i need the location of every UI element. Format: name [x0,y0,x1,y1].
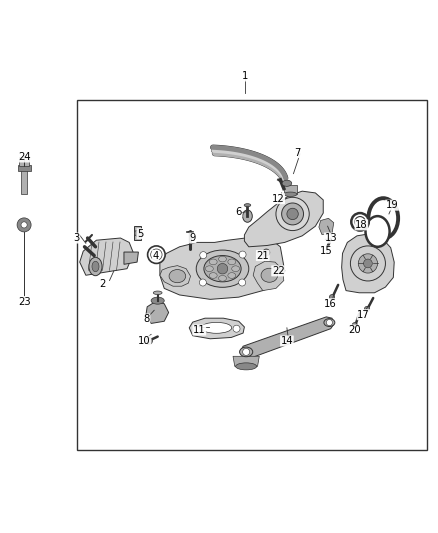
Ellipse shape [205,266,213,271]
Ellipse shape [209,273,217,278]
Text: 22: 22 [272,266,285,276]
Ellipse shape [236,363,257,370]
Text: 3: 3 [74,233,80,243]
Circle shape [199,279,206,286]
Ellipse shape [219,276,226,281]
Text: 10: 10 [138,336,151,346]
Circle shape [243,349,250,356]
Circle shape [148,246,165,263]
Bar [284,184,297,194]
Circle shape [358,254,378,273]
Ellipse shape [201,322,232,333]
Circle shape [364,259,372,268]
Circle shape [217,263,228,274]
Polygon shape [189,318,244,339]
Circle shape [277,266,283,272]
Circle shape [233,325,240,332]
Ellipse shape [204,255,241,282]
Circle shape [200,252,207,259]
Text: 4: 4 [152,251,159,261]
Bar [134,226,141,240]
Text: 24: 24 [18,152,30,162]
Ellipse shape [228,259,236,265]
Ellipse shape [243,210,252,222]
Circle shape [21,222,27,228]
Text: 11: 11 [193,325,206,335]
Bar [21,170,27,194]
Text: 15: 15 [320,246,333,256]
Bar [19,157,29,166]
Text: 17: 17 [357,310,370,320]
Polygon shape [241,317,334,358]
Circle shape [287,208,298,220]
Polygon shape [342,233,394,293]
Ellipse shape [153,291,162,295]
Polygon shape [160,265,191,286]
Polygon shape [319,219,334,235]
Text: 5: 5 [137,229,143,239]
Ellipse shape [89,257,102,276]
Ellipse shape [261,268,278,282]
Polygon shape [244,191,323,247]
Ellipse shape [228,273,236,278]
Circle shape [276,197,309,231]
Text: 20: 20 [349,325,361,335]
Ellipse shape [368,198,398,238]
Text: 8: 8 [144,314,150,324]
Ellipse shape [240,347,253,357]
Polygon shape [253,261,284,290]
Ellipse shape [236,358,257,368]
Circle shape [355,216,365,227]
Text: 13: 13 [325,233,337,243]
Ellipse shape [282,180,292,187]
Ellipse shape [232,266,240,271]
Circle shape [364,306,370,312]
Circle shape [350,246,385,281]
Polygon shape [80,238,134,275]
Ellipse shape [209,259,217,265]
Circle shape [239,251,246,258]
Circle shape [329,295,335,300]
Text: 2: 2 [100,279,106,289]
Circle shape [239,279,246,286]
Ellipse shape [151,297,164,304]
Circle shape [194,327,201,334]
Ellipse shape [365,216,390,247]
Text: 12: 12 [272,193,285,204]
Text: 14: 14 [281,336,293,346]
Polygon shape [124,252,138,264]
Text: 18: 18 [355,220,367,230]
Text: 23: 23 [18,296,30,306]
Ellipse shape [244,204,251,207]
Bar [18,165,31,171]
Polygon shape [233,356,259,366]
Circle shape [282,203,304,225]
Text: 9: 9 [190,233,196,243]
Ellipse shape [169,270,186,282]
Text: 6: 6 [236,207,242,217]
Polygon shape [160,236,285,300]
Ellipse shape [196,250,249,287]
Ellipse shape [324,319,335,327]
Circle shape [352,322,357,328]
Circle shape [145,337,152,344]
Ellipse shape [92,261,99,272]
Ellipse shape [284,192,297,197]
Text: 19: 19 [385,200,399,210]
Text: 7: 7 [295,148,301,158]
Polygon shape [146,302,169,324]
Circle shape [134,230,141,236]
Circle shape [326,319,332,326]
Ellipse shape [219,256,226,262]
Text: 16: 16 [324,298,337,309]
Text: 1: 1 [242,71,248,81]
Circle shape [263,249,270,256]
Circle shape [17,218,31,232]
Circle shape [151,249,162,260]
Circle shape [351,213,369,231]
Bar [77,100,427,450]
Text: 21: 21 [256,251,269,261]
